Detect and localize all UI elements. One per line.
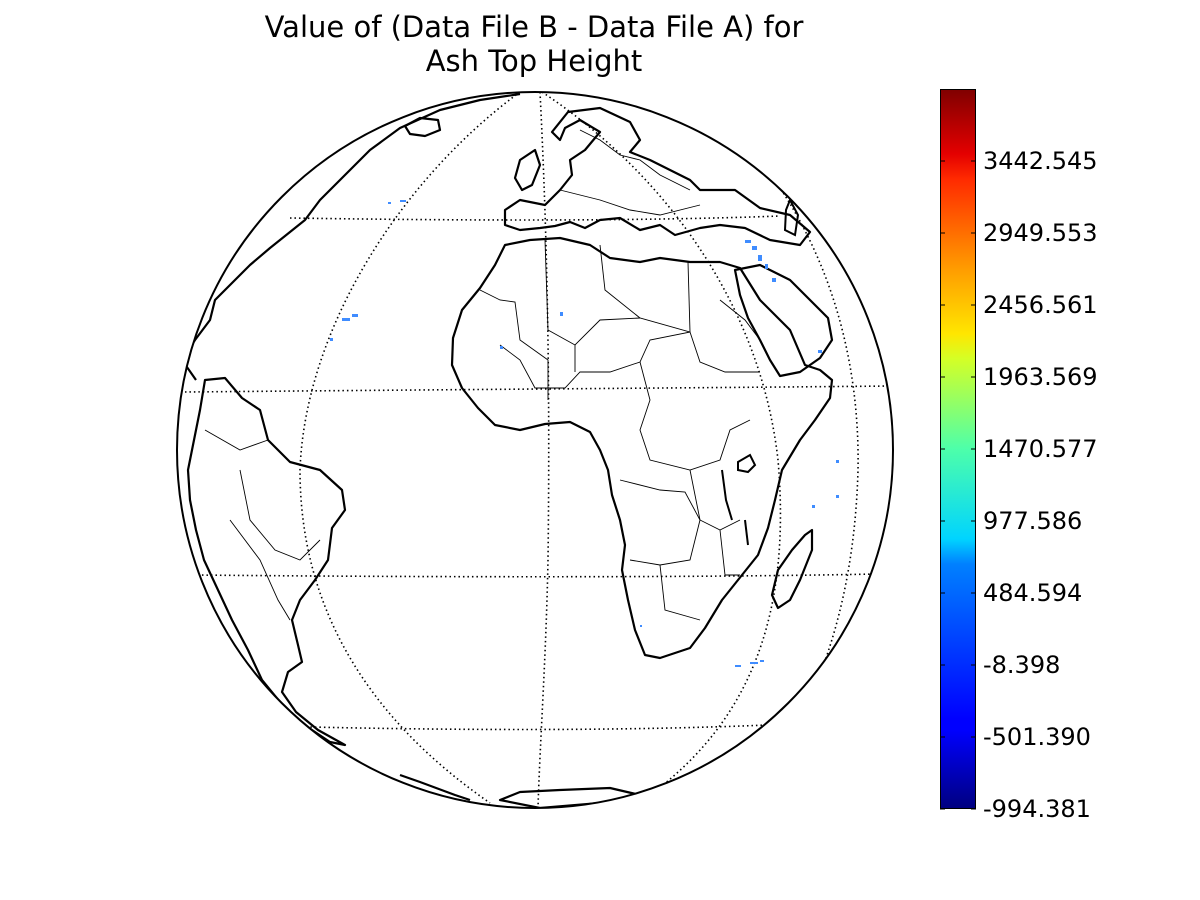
south-america-outline (186, 376, 347, 747)
chart-title-line-2: Ash Top Height (425, 44, 643, 78)
colorbar-tick-label: 1963.569 (983, 363, 1098, 391)
colorbar-tick-label: 2949.553 (983, 219, 1098, 247)
caspian-sea (783, 197, 800, 237)
ash-difference-points (330, 200, 839, 667)
lake-victoria (737, 453, 757, 474)
arabia-outline (733, 263, 834, 378)
lake-tanganyika (721, 469, 733, 521)
lake-malawi (744, 519, 749, 546)
colorbar-frame (940, 89, 976, 809)
colorbar-tick-label: 484.594 (983, 579, 1083, 607)
lakes (721, 197, 800, 546)
chart-title: Value of (Data File B - Data File A) for… (234, 10, 834, 78)
british-isles-outline (513, 148, 542, 192)
colorbar-tick-label: 3442.545 (983, 147, 1098, 175)
country-borders (204, 129, 761, 621)
chart-title-line-1: Value of (Data File B - Data File A) for (264, 10, 804, 44)
coastlines (180, 92, 834, 808)
graticule-meridians (299, 92, 859, 808)
madagascar-outline (770, 528, 814, 610)
colorbar-tick-label: 2456.561 (983, 291, 1098, 319)
globe-disc (177, 92, 893, 808)
graticule-parallels (184, 215, 893, 731)
colorbar-tick-label: -994.381 (983, 795, 1091, 823)
colorbar-tick-label: -501.390 (983, 723, 1091, 751)
globe-outline (176, 91, 894, 809)
colorbar-tick-label: -8.398 (983, 651, 1061, 679)
antarctica-outline-2 (399, 773, 471, 802)
colorbar-tick-label: 1470.577 (983, 435, 1098, 463)
colorbar-tick-label: 977.586 (983, 507, 1083, 535)
iceland-outline (403, 116, 442, 138)
africa-outline (450, 236, 834, 660)
colorbar-gradient (940, 89, 976, 809)
